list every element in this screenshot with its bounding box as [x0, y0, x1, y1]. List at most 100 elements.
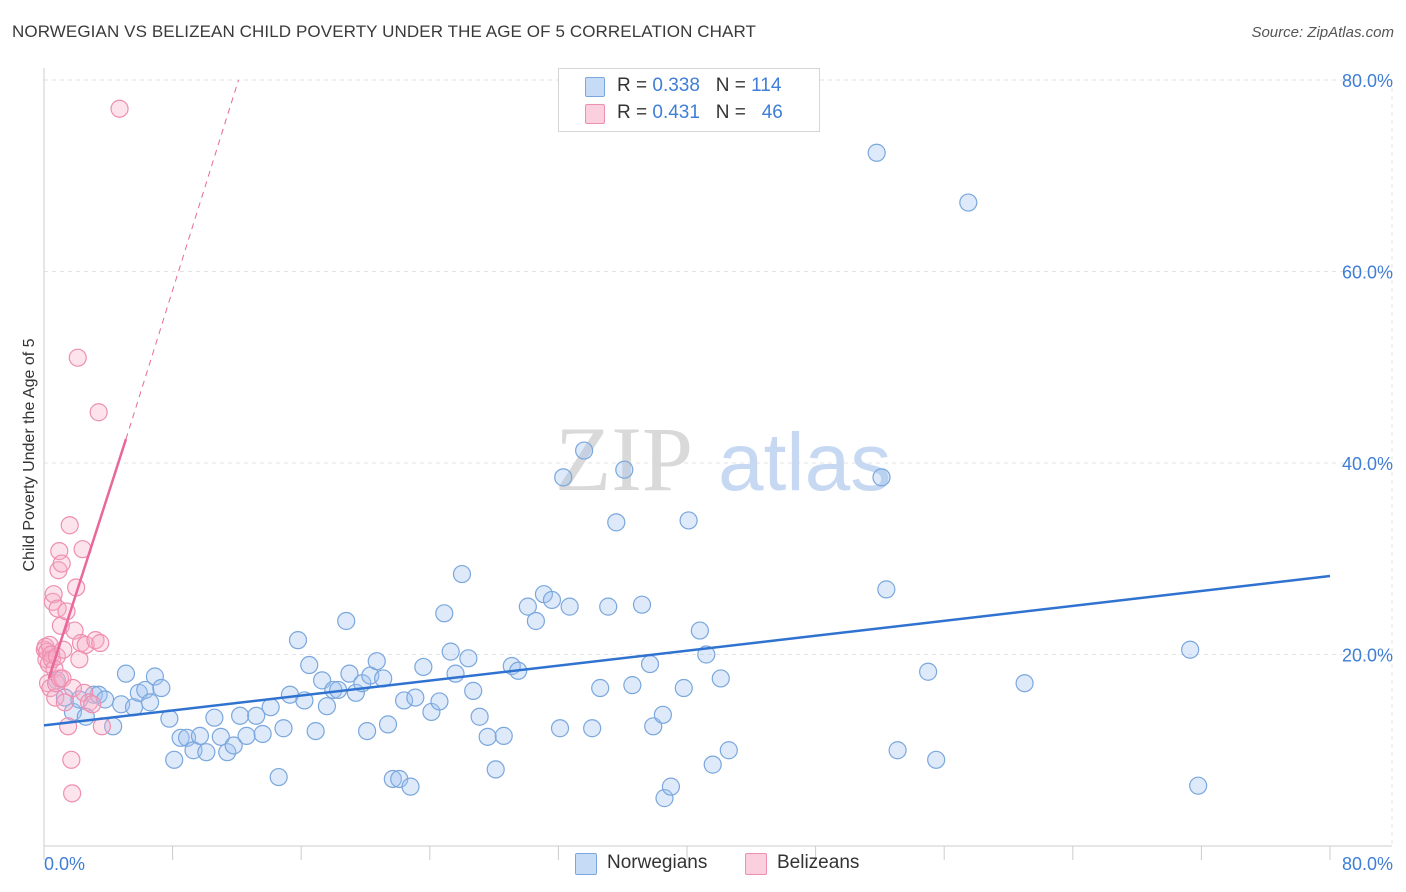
belizean-point — [83, 695, 102, 714]
norwegian-point — [640, 654, 660, 674]
belizean-point — [89, 403, 108, 422]
norwegian-point — [518, 597, 537, 616]
grid-lines — [44, 79, 1393, 846]
norwegian-point — [165, 750, 184, 769]
norwegian-point — [171, 728, 190, 747]
norwegian-point — [872, 468, 891, 487]
norwegian-point — [340, 664, 359, 683]
norwegian-point — [599, 597, 618, 616]
correlation-legend: R = 0.338 N = 114 R = 0.431 N = 46 — [558, 68, 820, 132]
norwegian-point — [927, 750, 946, 769]
norwegian-point — [274, 719, 293, 738]
norwegian-point — [300, 655, 319, 675]
norwegian-point — [218, 743, 237, 762]
norwegian-point — [452, 564, 472, 584]
norwegian-point — [607, 513, 626, 532]
norwegian-point — [719, 741, 738, 760]
norwegian-point — [959, 193, 978, 212]
norwegian-point — [703, 755, 722, 774]
norwegian-point — [1015, 674, 1034, 693]
norwegian-point — [247, 706, 266, 725]
y-axis-label: Child Poverty Under the Age of 5 — [21, 338, 38, 571]
norwegian-point — [205, 708, 224, 727]
norwegian-point — [494, 726, 513, 745]
norwegian-point — [197, 743, 216, 762]
norwegian-point — [1181, 640, 1200, 659]
norwegian-point — [623, 676, 642, 695]
norwegian-point — [615, 460, 634, 479]
norwegian-point — [401, 777, 420, 796]
x-tick-label: 0.0% — [44, 854, 85, 874]
norwegian-point — [317, 697, 337, 716]
norwegian-point — [441, 642, 460, 661]
norwegian-point — [690, 621, 709, 640]
norwegian-point — [867, 143, 886, 162]
norwegian-point — [224, 736, 243, 755]
y-tick-label: 60.0% — [1342, 263, 1393, 283]
norwegian-point — [406, 688, 425, 707]
norwegian-point — [1189, 776, 1208, 795]
norwegian-point — [711, 669, 730, 688]
norwegian-point — [269, 767, 288, 787]
norwegian-point — [378, 715, 398, 734]
norwegian-point — [464, 681, 483, 700]
belizean-point — [55, 693, 74, 712]
source-label: Source: ZipAtlas.com — [1251, 24, 1394, 41]
y-tick-label: 40.0% — [1342, 454, 1393, 474]
norwegian-point — [575, 441, 594, 460]
tick-labels: 20.0% 40.0% 60.0% 80.0% 0.0% 80.0% — [44, 71, 1393, 874]
belizean-point — [46, 688, 65, 707]
norwegian-point — [152, 678, 171, 698]
norwegian-point — [542, 590, 562, 610]
norwegian-point — [632, 595, 652, 614]
norwegian-point — [383, 769, 402, 789]
belizean-point — [79, 693, 99, 712]
norwegian-point — [478, 727, 497, 746]
belizean-point — [63, 784, 82, 803]
legend-n-value-belizeans: 46 — [761, 102, 783, 123]
norwegian-point — [888, 741, 907, 760]
norwegian-point — [116, 664, 136, 683]
norwegian-point — [367, 652, 386, 671]
norwegian-point — [288, 631, 308, 650]
norwegian-point — [877, 580, 896, 599]
norwegian-point — [145, 667, 165, 686]
norwegian-point — [237, 726, 256, 745]
belizean-point — [68, 348, 87, 367]
trend-lines — [43, 79, 1331, 727]
legend-label-norwegians: Norwegians — [607, 852, 708, 873]
legend-swatch-belizeans — [585, 104, 605, 124]
norwegian-point — [591, 678, 610, 698]
norwegian-point — [550, 719, 570, 738]
norwegian-point — [358, 721, 377, 741]
norwegian-point — [486, 760, 505, 779]
legend-label-belizeans: Belizeans — [777, 852, 860, 873]
norwegian-point — [655, 789, 674, 808]
norwegian-point — [526, 611, 545, 631]
norwegian-point — [697, 645, 716, 664]
norwegian-point — [470, 707, 489, 726]
belizean-point — [52, 554, 71, 573]
legend-swatch-norwegians — [585, 77, 605, 97]
watermark-zip: ZIP — [555, 408, 693, 510]
belizean-point — [41, 678, 60, 698]
legend-r-value-norwegians: 0.338 — [652, 75, 700, 96]
norwegian-point — [679, 511, 698, 530]
legend-n-label: N = — [715, 75, 752, 96]
norwegian-point — [435, 604, 454, 623]
belizean-point — [110, 99, 129, 118]
norwegian-point — [446, 664, 465, 683]
legend-swatch-belizeans — [745, 853, 767, 875]
belizean-trend-extension — [125, 79, 239, 440]
norwegian-point — [414, 657, 433, 677]
norwegian-point — [211, 727, 230, 746]
norwegian-point — [554, 468, 573, 487]
belizean-point — [62, 750, 81, 769]
belizean-points — [35, 99, 129, 803]
legend-r-label: R = — [617, 75, 653, 96]
norwegian-point — [261, 698, 280, 717]
norwegian-point — [140, 693, 160, 712]
axes — [43, 68, 1392, 860]
belizean-point — [86, 631, 105, 650]
norwegian-point — [253, 724, 272, 744]
